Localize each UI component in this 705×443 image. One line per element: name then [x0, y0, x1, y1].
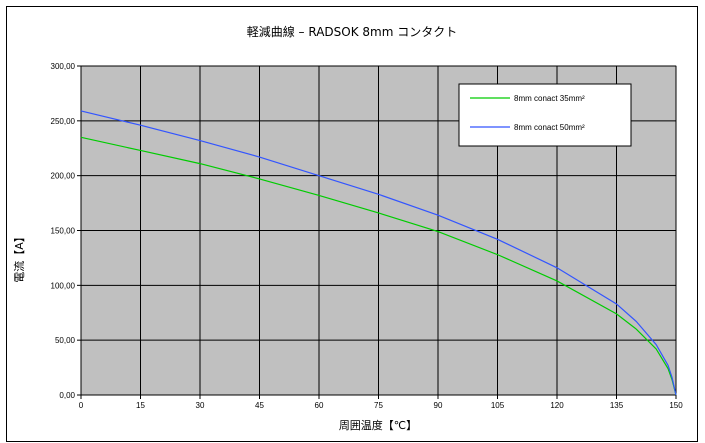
legend-box [458, 83, 632, 147]
series-line-2 [80, 110, 677, 396]
x-tick-label: 105 [491, 401, 505, 410]
x-tick-label: 30 [196, 401, 205, 410]
x-tick-label: 15 [136, 401, 145, 410]
y-tick-label: 50,00 [55, 336, 76, 345]
y-tick-label: 200,00 [51, 172, 76, 181]
legend: 8mm conact 35mm² 8mm conact 50mm² [458, 83, 632, 147]
tick-labels: 0 15 30 45 60 75 90 105 120 135 150 0,00 50,00 100,00… [51, 62, 684, 410]
y-tick-label: 300,00 [51, 62, 76, 71]
x-tick-label: 120 [550, 401, 564, 410]
x-tick-label: 75 [374, 401, 383, 410]
x-tick-label: 150 [669, 401, 683, 410]
y-axis-label: 電流【A】 [12, 231, 26, 283]
x-tick-label: 135 [610, 401, 624, 410]
y-tick-label: 150,00 [51, 227, 76, 236]
y-tick-label: 250,00 [51, 117, 76, 126]
legend-label-2: 8mm conact 50mm² [514, 123, 585, 132]
x-tick-label: 60 [315, 401, 324, 410]
x-tick-label: 45 [255, 401, 264, 410]
y-tick-label: 0,00 [59, 391, 75, 400]
series-layer [80, 110, 677, 396]
x-tick-label: 0 [79, 401, 84, 410]
x-axis-label: 周囲温度【℃】 [339, 418, 417, 432]
y-tick-label: 100,00 [51, 281, 76, 290]
x-tick-label: 90 [434, 401, 443, 410]
chart-title: 軽減曲線 – RADSOK 8mm コンタクト [247, 24, 458, 39]
series-line-1 [80, 136, 677, 396]
legend-label-1: 8mm conact 35mm² [514, 94, 585, 103]
